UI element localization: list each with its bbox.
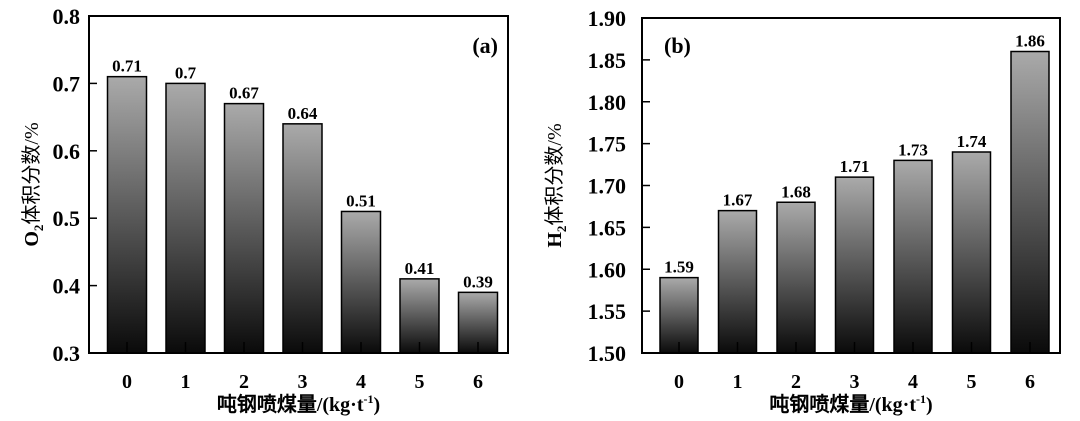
panel-a: 0.7100.710.6720.6430.5140.4150.3960.30.4… [20,4,509,416]
bar-value-label: 0.39 [463,272,493,291]
x-title-main: 吨钢喷煤量/(kg·t [769,392,916,416]
y-tick-label: 0.3 [53,341,81,366]
bar-value-label: 1.73 [898,140,928,159]
x-tick-label: 6 [473,371,483,393]
bar-value-label: 1.74 [957,132,987,151]
bar [893,159,933,354]
bar [951,151,992,354]
y-title-subscript: 2 [31,225,46,232]
bar-value-label: 1.68 [781,182,811,201]
x-tick-label: 0 [122,371,132,393]
bar-value-label: 0.67 [229,84,259,103]
y-tick-label: 0.5 [53,206,81,231]
y-tick-label: 1.60 [588,257,627,282]
bar [165,82,206,354]
bar-value-label: 0.7 [175,63,197,82]
x-tick-label: 3 [298,371,308,393]
x-tick-label: 5 [967,371,977,393]
x-title-end: ) [374,394,381,416]
x-title-main: 吨钢喷煤量/(kg·t [217,392,364,416]
y-tick-label: 1.65 [588,215,627,240]
panel-b: 1.59 0 1.67 1 1.68 2 1.71 3 1.73 4 1.74 5 1.86 6 1.50 1… [543,6,1061,416]
bar [399,278,440,354]
x-title-superscript: -1 [364,392,374,406]
y-title-rest: 体积分数/% [543,123,566,225]
y-tick-label: 1.75 [588,132,627,157]
x-tick-label: 4 [908,371,918,393]
y-tick-label: 1.90 [588,6,627,31]
x-axis-title: 吨钢喷煤量/(kg·t-1) [769,392,932,416]
y-tick-label: 1.55 [588,299,627,324]
x-title-superscript: -1 [916,392,926,406]
panel-label: (b) [664,33,691,58]
bar-value-label: 1.67 [723,191,753,210]
y-axis-title: H2体积分数/% [543,123,569,247]
x-tick-label: 0 [674,371,684,393]
y-title-subscript: 2 [554,226,569,233]
bar [659,276,699,354]
plot-frame [88,15,509,354]
bar-value-label: 0.71 [112,57,142,76]
y-title-main: H [544,232,566,248]
y-tick-label: 0.7 [53,71,81,96]
y-tick-label: 1.80 [588,90,627,115]
y-tick-label: 1.50 [588,341,627,366]
bar-value-label: 0.51 [346,191,376,210]
x-tick-label: 4 [356,371,366,393]
y-title-rest: 体积分数/% [20,122,43,224]
bar-value-label: 1.71 [840,157,870,176]
bar-value-label: 1.86 [1015,32,1045,51]
x-tick-label: 1 [181,371,191,393]
x-tick-label: 3 [850,371,860,393]
y-tick-label: 0.6 [53,139,81,164]
bar [223,102,265,354]
bar-value-label: 1.59 [664,258,694,277]
bar [776,201,816,354]
x-tick-label: 1 [733,371,743,393]
y-axis-title: O2体积分数/% [20,122,46,246]
x-tick-label: 2 [239,371,249,393]
bar [834,176,875,354]
panel-label: (a) [472,33,498,58]
y-tick-label: 0.4 [53,274,81,299]
x-axis-title: 吨钢喷煤量/(kg·t-1) [217,392,380,416]
bar [717,209,758,354]
bar [1010,50,1050,354]
y-tick-label: 1.85 [588,48,627,73]
bar [106,75,148,354]
bar [340,210,382,354]
bar [282,123,323,354]
bar-value-label: 0.41 [405,259,435,278]
y-tick-label: 1.70 [588,174,627,199]
x-tick-label: 5 [415,371,425,393]
y-tick-label: 0.8 [53,4,81,29]
x-title-end: ) [926,394,933,416]
bar-value-label: 0.64 [288,104,318,123]
x-tick-label: 6 [1025,371,1035,393]
x-tick-label: 2 [791,371,801,393]
y-title-main: O [21,231,43,247]
